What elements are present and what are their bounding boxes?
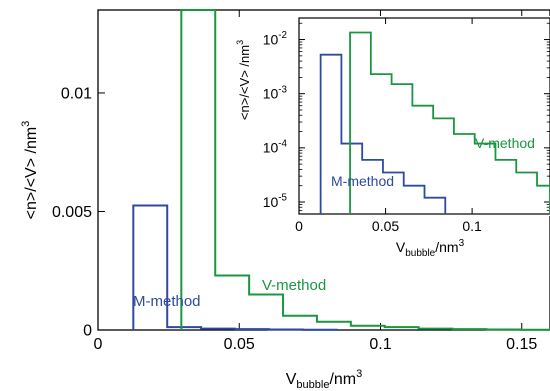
inset-y-tick-label: 10-5 (263, 193, 288, 210)
inset-y-tick-base: 10 (263, 86, 279, 102)
inset-y-tick-exp: -4 (278, 138, 287, 149)
main-y-tick-label: 0.005 (52, 204, 92, 221)
inset-x-tick-label: 0 (295, 218, 303, 234)
main-x-label-unit: /nm (329, 371, 356, 388)
inset-chart: 0 0.05 0.110-510-410-310-2 M-method V-meth… (235, 16, 550, 259)
main-x-tick-label: 0 (94, 336, 103, 353)
inset-annotation-v-method: V-method (475, 135, 535, 151)
main-annotation-v-method: V-method (262, 277, 326, 294)
main-axis-ticks: 0 0.05 0.1 0.15 0 0.005 0.01 (52, 10, 550, 353)
main-y-label-main: <n>/<V> /nm (23, 127, 40, 220)
inset-series-group (319, 31, 550, 214)
inset-y-tick-label: 10-2 (263, 30, 287, 47)
inset-x-label-sub: bubble (405, 248, 435, 259)
inset-x-label-main: V (396, 239, 406, 255)
main-x-axis-label: Vbubble/nm3 (286, 368, 363, 391)
inset-y-label-main: <n>/<V> /nm (237, 45, 252, 120)
inset-annotation-m-method: M-method (331, 173, 394, 189)
main-y-tick-label: 0.01 (61, 86, 92, 103)
inset-x-axis-label: Vbubble/nm3 (396, 238, 465, 259)
inset-y-tick-exp: -2 (278, 30, 287, 41)
inset-background (296, 16, 550, 216)
main-y-label-sup: 3 (20, 121, 32, 127)
inset-y-tick-exp: -3 (278, 84, 287, 95)
main-annotation-m-method: M-method (133, 293, 201, 310)
inset-x-tick-label: 0.1 (462, 218, 482, 234)
main-x-tick-label: 0.15 (506, 336, 537, 353)
inset-plot-frame (298, 17, 550, 215)
inset-y-tick-base: 10 (263, 194, 279, 210)
inset-series-v-method (349, 31, 550, 214)
inset-y-tick-base: 10 (263, 31, 279, 47)
inset-series-m-method (319, 53, 447, 214)
inset-x-label-unit: /nm (435, 239, 458, 255)
inset-y-tick-label: 10-4 (263, 138, 288, 155)
main-x-label-main: V (286, 371, 297, 388)
main-x-label-sub: bubble (296, 379, 329, 391)
inset-y-tick-label: 10-3 (263, 84, 288, 101)
main-series-v-method (180, 9, 550, 331)
inset-y-label-sup: 3 (235, 40, 245, 45)
inset-x-label-sup: 3 (459, 238, 465, 249)
main-x-tick-label: 0.1 (369, 336, 391, 353)
main-y-axis-label: <n>/<V> /nm3 (20, 121, 40, 220)
inset-y-tick-exp: -5 (278, 193, 287, 204)
main-series-group (132, 9, 550, 331)
inset-y-tick-base: 10 (263, 140, 279, 156)
inset-x-tick-label: 0.05 (372, 218, 399, 234)
inset-y-axis-label: <n>/<V> /nm3 (235, 40, 252, 120)
main-y-tick-label: 0 (83, 323, 92, 340)
main-x-label-sup: 3 (356, 368, 362, 380)
main-chart: 0 0.05 0.1 0.15 0 0.005 0.01 M-method V-method… (20, 9, 550, 391)
main-x-tick-label: 0.05 (224, 336, 255, 353)
main-series-m-method (132, 204, 338, 331)
inset-axis-ticks: 0 0.05 0.110-510-410-310-2 (263, 18, 550, 234)
